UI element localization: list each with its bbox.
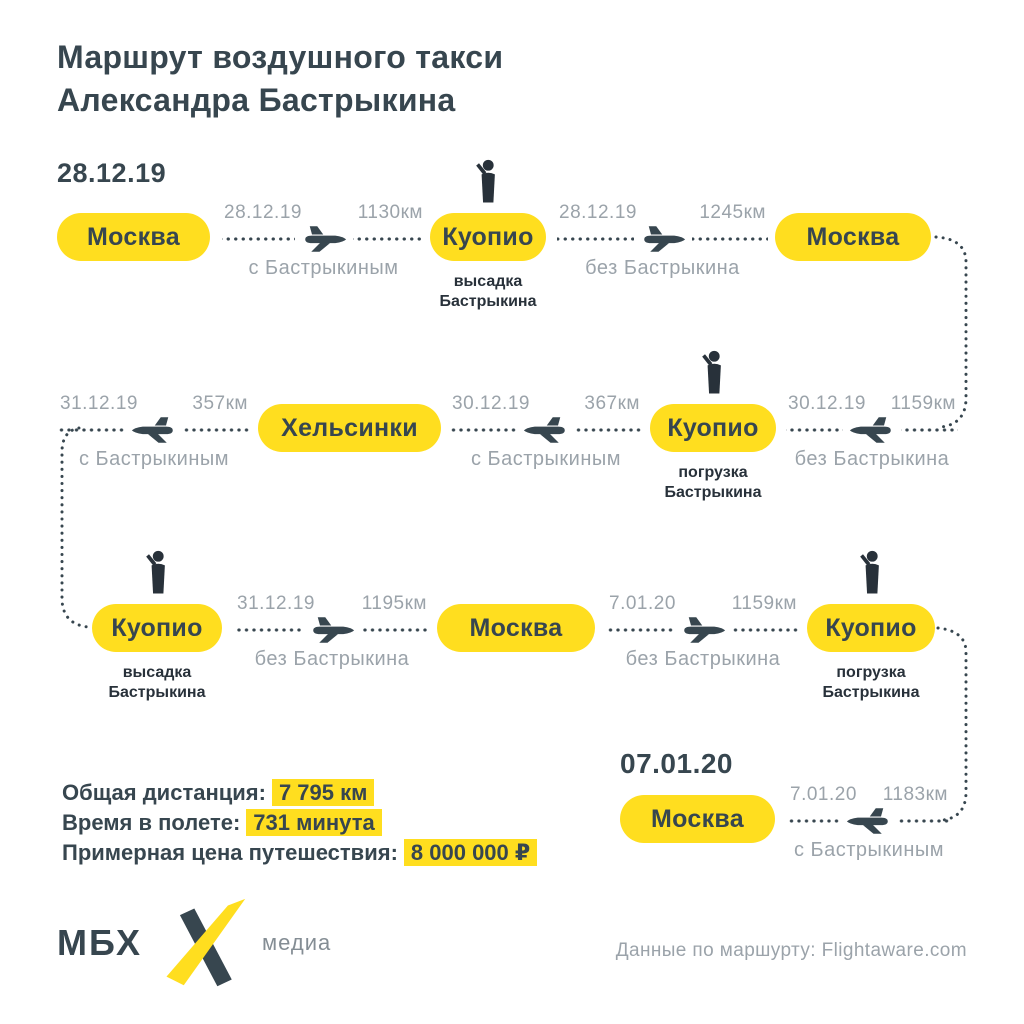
page-title: Маршрут воздушного такси Александра Баст…: [57, 36, 503, 122]
leg-passenger-note: с Бастрыкиным: [793, 839, 945, 861]
flight-leg: 30.12.19 367км с Бастрыкиным: [450, 393, 642, 471]
summary-price: Примерная цена путешествия: 8 000 000 ₽: [62, 839, 538, 869]
city-pill-kuopio: Куопио: [92, 604, 222, 652]
city-pill-helsinki: Хельсинки: [258, 404, 441, 452]
leg-passenger-note: без Бастрыкина: [585, 257, 740, 279]
summary-label: Примерная цена путешествия:: [62, 840, 398, 865]
leg-passenger-note: с Бастрыкиным: [248, 257, 399, 279]
page-title-line1: Маршрут воздушного такси: [57, 39, 504, 75]
stop-caption: высадка Бастрыкина: [439, 273, 537, 310]
leg-passenger-note: без Бастрыкина: [625, 648, 781, 670]
leg-distance: 1183км: [882, 784, 948, 805]
city-pill-moscow: Москва: [437, 604, 595, 652]
dotted-line: [788, 819, 840, 823]
logo-suffix: медиа: [261, 930, 332, 955]
page-title-line2: Александра Бастрыкина: [57, 82, 456, 118]
leg-date: 31.12.19: [237, 593, 315, 614]
leg-distance: 1130км: [357, 202, 423, 223]
leg-distance: 1245км: [699, 202, 766, 223]
dotted-line: [732, 628, 799, 632]
businessman-icon: [141, 549, 173, 595]
leg-passenger-note: без Бастрыкина: [794, 448, 950, 470]
x-cross-logo-icon: [154, 895, 250, 991]
dotted-line: [235, 628, 303, 632]
stop-caption: погрузка Бастрыкина: [822, 664, 920, 701]
dotted-line: [557, 237, 634, 241]
businessman-icon: [697, 349, 729, 395]
city-pill-kuopio: Куопио: [650, 404, 776, 452]
summary-value-highlight: 7 795 км: [271, 779, 375, 806]
leg-date: 7.01.20: [790, 784, 857, 805]
dotted-line: [352, 237, 425, 241]
dotted-line: [691, 237, 768, 241]
leg-date: 28.12.19: [224, 202, 302, 223]
leg-date: 31.12.19: [60, 393, 138, 414]
dotted-line: [898, 819, 950, 823]
dotted-line: [222, 237, 295, 241]
date-heading-end: 07.01.20: [620, 748, 733, 779]
dotted-line: [575, 428, 642, 432]
city-pill-moscow: Москва: [57, 213, 210, 261]
leg-distance: 1159км: [890, 393, 956, 414]
dotted-line: [361, 628, 429, 632]
leg-passenger-note: с Бастрыкиным: [470, 448, 622, 470]
plane-icon: [849, 415, 895, 445]
summary-label: Время в полете:: [62, 810, 241, 835]
leg-date: 28.12.19: [559, 202, 637, 223]
summary-flight-time: Время в полете: 731 минута: [62, 809, 537, 839]
flight-leg: 28.12.19 1130км с Бастрыкиным: [222, 202, 425, 280]
flight-leg: 31.12.19 1195км без Бастрыкина: [235, 593, 429, 671]
plane-icon: [846, 806, 892, 836]
dotted-line: [607, 628, 674, 632]
mbh-media-logo: МБХ медиа: [57, 893, 331, 993]
leg-distance: 357км: [192, 393, 248, 414]
flight-leg: 28.12.19 1245км без Бастрыкина: [557, 202, 768, 280]
businessman-icon: [471, 158, 503, 204]
dotted-line: [450, 428, 517, 432]
flight-leg: 30.12.19 1159км без Бастрыкина: [786, 393, 958, 471]
trip-summary: Общая дистанция: 7 795 км Время в полете:…: [62, 779, 538, 870]
leg-distance: 1159км: [731, 593, 797, 614]
leg-date: 30.12.19: [788, 393, 866, 414]
date-heading-start: 28.12.19: [57, 158, 167, 188]
summary-label: Общая дистанция:: [62, 780, 266, 805]
flight-leg: 31.12.19 357км с Бастрыкиным: [58, 393, 250, 471]
flight-leg: 7.01.20 1159км без Бастрыкина: [607, 593, 799, 671]
city-pill-moscow: Москва: [620, 795, 775, 843]
plane-icon: [309, 615, 355, 645]
logo-text: МБХ: [57, 922, 142, 963]
summary-value-highlight: 731 минута: [246, 809, 382, 836]
dotted-line: [901, 428, 958, 432]
businessman-icon: [855, 549, 887, 595]
plane-icon: [301, 224, 347, 254]
dotted-line: [183, 428, 250, 432]
leg-date: 7.01.20: [609, 593, 676, 614]
dotted-line: [786, 428, 843, 432]
city-pill-kuopio: Куопио: [430, 213, 546, 261]
plane-icon: [640, 224, 686, 254]
leg-passenger-note: с Бастрыкиным: [78, 448, 230, 470]
leg-distance: 367км: [584, 393, 640, 414]
dotted-line: [58, 428, 125, 432]
data-source-credit: Данные по маршурту: Flightaware.com: [615, 940, 967, 961]
plane-icon: [523, 415, 569, 445]
leg-date: 30.12.19: [452, 393, 530, 414]
summary-distance: Общая дистанция: 7 795 км: [62, 779, 537, 809]
summary-value-highlight: 8 000 000 ₽: [403, 839, 538, 866]
flight-leg: 7.01.20 1183км с Бастрыкиным: [788, 784, 950, 862]
leg-distance: 1195км: [361, 593, 427, 614]
city-pill-moscow: Москва: [775, 213, 931, 261]
city-pill-kuopio: Куопио: [807, 604, 935, 652]
stop-caption: погрузка Бастрыкина: [664, 464, 762, 501]
plane-icon: [680, 615, 726, 645]
stop-caption: высадка Бастрыкина: [108, 664, 206, 701]
plane-icon: [131, 415, 177, 445]
leg-passenger-note: без Бастрыкина: [254, 648, 410, 670]
